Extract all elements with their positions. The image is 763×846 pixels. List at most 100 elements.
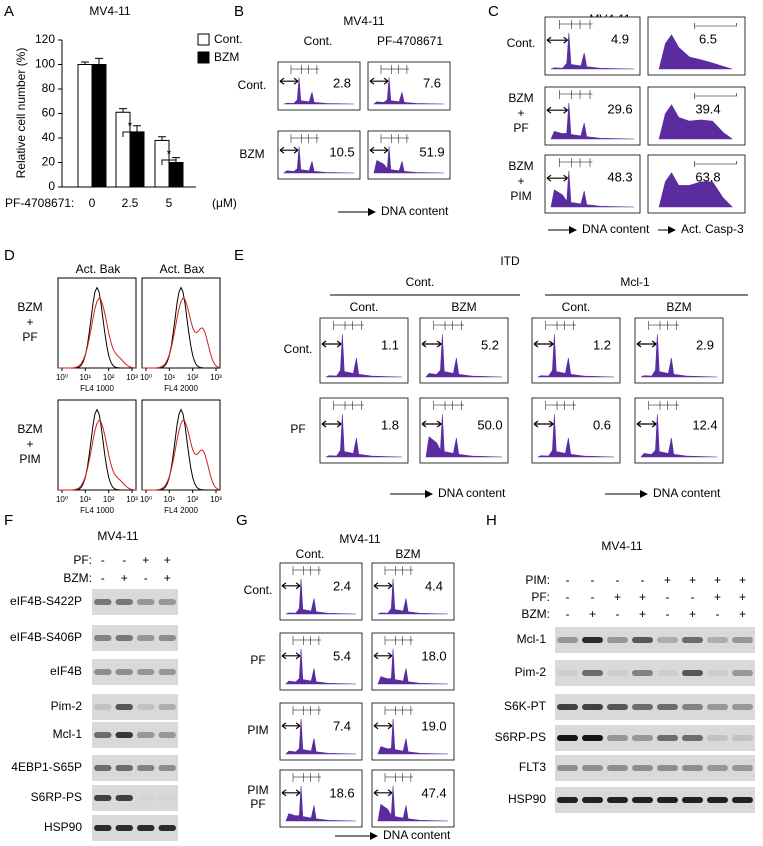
blot-band bbox=[115, 669, 133, 675]
gate-arrow bbox=[533, 420, 554, 428]
blot-band bbox=[582, 704, 603, 710]
column-label: Cont. bbox=[350, 300, 379, 314]
percentage-label: 5.2 bbox=[481, 337, 499, 352]
column-label: Cont. bbox=[562, 300, 591, 314]
row-label: Cont. bbox=[507, 36, 536, 50]
gate-marker bbox=[694, 93, 737, 99]
column-label: Cont. bbox=[304, 34, 333, 48]
blot-label: Pim-2 bbox=[515, 665, 547, 679]
blot-band bbox=[732, 797, 753, 803]
histogram-frame bbox=[279, 702, 363, 761]
blot-band bbox=[158, 635, 176, 641]
gate-arrow bbox=[321, 340, 342, 348]
condition-sign: + bbox=[164, 553, 171, 567]
condition-sign: + bbox=[739, 573, 746, 587]
blot-band bbox=[707, 797, 728, 803]
percentage-label: 4.4 bbox=[425, 578, 443, 593]
blot-band bbox=[682, 797, 703, 803]
blot-band bbox=[707, 765, 728, 771]
condition-sign: - bbox=[591, 590, 595, 604]
panel-title: MV4-11 bbox=[97, 529, 138, 543]
blot-band bbox=[94, 795, 112, 801]
condition-sign: + bbox=[164, 571, 171, 585]
histogram bbox=[550, 102, 635, 140]
x-tick-label: 10⁰ bbox=[140, 495, 152, 504]
condition-sign: - bbox=[641, 573, 645, 587]
y-axis-label: Relative cell number (%) bbox=[14, 48, 28, 179]
group-label: Mcl-1 bbox=[620, 275, 650, 289]
condition-label: PIM: bbox=[525, 573, 550, 587]
blot-band bbox=[158, 669, 176, 675]
x-axis-unit: (μM) bbox=[212, 196, 237, 210]
row-label: BZM bbox=[508, 91, 533, 105]
histogram-frame bbox=[544, 16, 641, 76]
blot-band bbox=[557, 735, 578, 741]
blot-band bbox=[732, 735, 753, 741]
blot-band bbox=[94, 599, 112, 605]
x-tick-label: 10² bbox=[103, 373, 115, 382]
x-tick-label: 10² bbox=[187, 495, 199, 504]
histogram bbox=[373, 77, 445, 105]
x-tick-label: 10¹ bbox=[164, 373, 176, 382]
axis-label: FL4 1000 bbox=[80, 506, 114, 515]
gate-markers bbox=[380, 65, 409, 74]
blot-label: eIF4B bbox=[50, 664, 82, 678]
gate-arrow bbox=[533, 340, 554, 348]
histogram bbox=[658, 34, 733, 70]
blot-band bbox=[707, 637, 728, 643]
blot-band bbox=[94, 732, 112, 738]
legend-label: Cont. bbox=[214, 32, 243, 46]
histogram bbox=[285, 648, 357, 685]
blot-band bbox=[607, 704, 628, 710]
histogram bbox=[377, 785, 449, 822]
row-label: BZM bbox=[239, 147, 264, 161]
x-tick-label: 10⁰ bbox=[56, 495, 68, 504]
bar bbox=[129, 131, 145, 188]
panel-title: ITD bbox=[500, 254, 520, 268]
blot-band bbox=[137, 795, 155, 801]
percentage-label: 63.8 bbox=[695, 169, 720, 184]
histogram-frame bbox=[279, 632, 363, 691]
gate-markers bbox=[292, 706, 321, 715]
gate-markers bbox=[433, 321, 464, 330]
row-label: PF bbox=[513, 121, 528, 135]
y-tick-label: 20 bbox=[42, 155, 56, 169]
y-tick-label: 0 bbox=[48, 179, 55, 193]
blot-band bbox=[115, 635, 133, 641]
axis-label: FL4 2000 bbox=[164, 506, 198, 515]
x-tick-label: 10⁰ bbox=[140, 373, 152, 382]
histogram bbox=[285, 718, 357, 755]
blot-band bbox=[607, 637, 628, 643]
blot-band bbox=[158, 825, 176, 831]
histogram bbox=[658, 104, 734, 140]
blot-band bbox=[557, 637, 578, 643]
condition-sign: - bbox=[566, 607, 570, 621]
condition-sign: + bbox=[639, 607, 646, 621]
x-tick-label: 10³ bbox=[126, 373, 138, 382]
percentage-label: 50.0 bbox=[477, 417, 502, 432]
gate-markers bbox=[545, 321, 576, 330]
blot-band bbox=[707, 670, 728, 676]
blot-band bbox=[94, 825, 112, 831]
condition-sign: - bbox=[666, 590, 670, 604]
condition-sign: - bbox=[591, 573, 595, 587]
blot-band bbox=[732, 670, 753, 676]
histogram bbox=[550, 170, 635, 208]
percentage-label: 5.4 bbox=[333, 648, 351, 663]
x-tick-label: 10¹ bbox=[164, 495, 176, 504]
condition-sign: + bbox=[689, 607, 696, 621]
gate-markers bbox=[545, 401, 576, 410]
gate-arrow bbox=[373, 789, 393, 797]
panel-title: MV4-11 bbox=[343, 14, 384, 28]
condition-sign: - bbox=[566, 573, 570, 587]
panel-label: E bbox=[234, 247, 244, 264]
blot-band bbox=[137, 765, 155, 771]
blot-band bbox=[557, 704, 578, 710]
gate-arrow bbox=[321, 420, 342, 428]
blot-band bbox=[707, 704, 728, 710]
treated-curve bbox=[58, 419, 137, 491]
gate-arrow bbox=[373, 652, 393, 660]
blot-label: 4EBP1-S65P bbox=[11, 760, 82, 774]
blot-band bbox=[158, 765, 176, 771]
